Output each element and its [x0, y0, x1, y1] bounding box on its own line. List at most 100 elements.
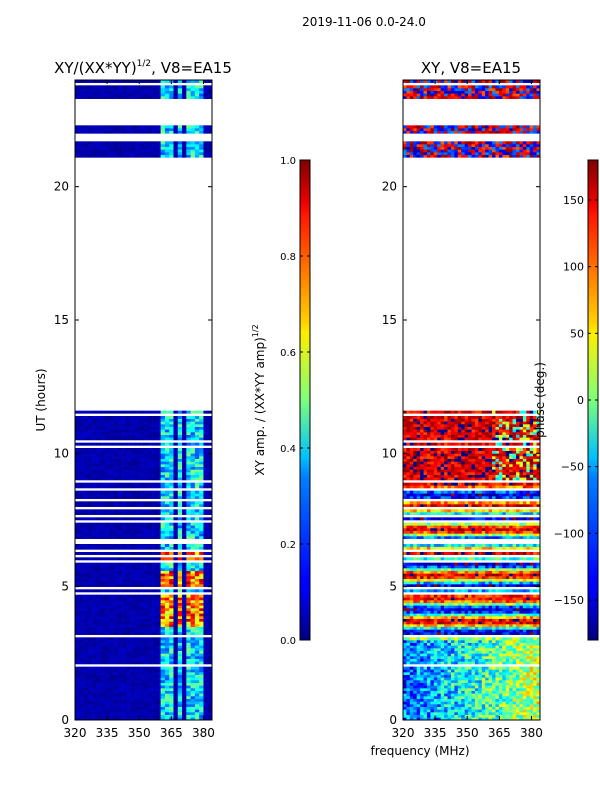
phase-cell: [502, 626, 507, 630]
amplitude-cell: [147, 128, 153, 131]
phase-cell: [450, 696, 455, 699]
phase-cell: [529, 640, 534, 643]
amplitude-cell: [186, 466, 191, 470]
phase-cell: [406, 658, 411, 662]
amplitude-cell: [152, 525, 157, 529]
amplitude-cell: [87, 685, 93, 689]
amplitude-cell: [100, 464, 106, 467]
amplitude-cell: [134, 680, 140, 683]
phase-cell: [526, 653, 531, 657]
amplitude-cell: [79, 674, 84, 678]
phase-cell: [416, 640, 421, 643]
amplitude-cell: [126, 429, 131, 433]
phase-cell: [450, 656, 455, 659]
phase-cell: [509, 666, 513, 670]
amplitude-cell: [117, 717, 123, 720]
phase-cell: [509, 712, 513, 715]
amplitude-cell: [79, 698, 84, 702]
amplitude-cell: [164, 128, 170, 131]
amplitude-cell: [83, 437, 89, 441]
phase-cell: [409, 653, 414, 657]
amplitude-cell: [79, 645, 84, 649]
amplitude-cell: [182, 584, 187, 587]
phase-cell: [502, 632, 507, 635]
phase-cell: [481, 712, 486, 715]
amplitude-cell: [190, 125, 196, 129]
amplitude-cell: [190, 528, 196, 531]
amplitude-cell: [87, 677, 93, 681]
amplitude-cell: [130, 645, 136, 649]
amplitude-cell: [182, 701, 187, 705]
amplitude-cell: [79, 458, 84, 462]
amplitude-cell: [126, 522, 131, 526]
amplitude-cell: [190, 677, 196, 681]
amplitude-cell: [79, 501, 84, 505]
amplitude-cell: [96, 674, 101, 678]
amplitude-cell: [104, 522, 110, 526]
amplitude-cell: [160, 677, 166, 681]
phase-cell: [478, 629, 483, 633]
amplitude-cell: [164, 690, 170, 694]
amplitude-cell: [156, 418, 161, 422]
phase-cell: [440, 712, 445, 715]
phase-cell: [481, 688, 486, 691]
amplitude-cell: [96, 154, 101, 158]
phase-cell: [492, 658, 496, 662]
amplitude-cell: [199, 653, 204, 657]
amplitude-cell: [173, 90, 179, 94]
amplitude-cell: [190, 448, 196, 451]
amplitude-cell: [87, 93, 93, 97]
phase-cell: [461, 642, 465, 646]
amplitude-cell: [139, 640, 144, 643]
amplitude-cell: [194, 618, 200, 622]
amplitude-cell: [152, 698, 157, 702]
amplitude-cell: [173, 522, 179, 526]
phase-cell: [423, 693, 428, 697]
amplitude-cell: [194, 669, 200, 673]
phase-cell: [471, 704, 476, 707]
phase-cell: [447, 653, 452, 657]
amplitude-cell: [87, 426, 93, 430]
amplitude-cell: [134, 594, 140, 598]
amplitude-cell: [152, 432, 157, 435]
amplitude-cell: [96, 709, 101, 713]
amplitude-cell: [130, 477, 136, 481]
amplitude-cell: [113, 472, 119, 475]
amplitude-cell: [156, 717, 161, 720]
amplitude-cell: [143, 645, 149, 649]
phase-cell: [474, 680, 479, 683]
amplitude-cell: [156, 490, 161, 494]
amplitude-cell: [186, 464, 191, 467]
amplitude-cell: [87, 616, 93, 619]
amplitude-cell: [194, 512, 200, 515]
amplitude-cell: [143, 552, 149, 555]
amplitude-cell: [186, 712, 191, 715]
amplitude-cell: [177, 90, 183, 94]
amplitude-cell: [92, 650, 97, 654]
amplitude-cell: [203, 469, 209, 473]
amplitude-cell: [134, 621, 140, 625]
amplitude-cell: [109, 464, 114, 467]
amplitude-cell: [194, 536, 200, 539]
amplitude-cell: [83, 146, 89, 150]
amplitude-cell: [186, 621, 191, 625]
amplitude-cell: [100, 640, 106, 643]
amplitude-cell: [160, 96, 166, 99]
phase-cell: [536, 685, 540, 689]
amplitude-cell: [104, 149, 110, 153]
amplitude-cell: [130, 637, 136, 641]
amplitude-cell: [199, 669, 204, 673]
amplitude-cell: [134, 597, 140, 601]
amplitude-cell: [92, 602, 97, 606]
phase-cell: [468, 648, 472, 651]
phase-cell: [485, 629, 489, 633]
amplitude-cell: [156, 509, 161, 513]
phase-cell: [478, 688, 483, 691]
amplitude-cell: [160, 640, 166, 643]
amplitude-cell: [190, 517, 196, 521]
phase-cell: [512, 712, 517, 715]
amplitude-cell: [134, 509, 140, 513]
phase-cell: [516, 645, 520, 649]
figure-suptitle: 2019-11-06 0.0-24.0: [302, 15, 426, 29]
amplitude-cell: [134, 517, 140, 521]
